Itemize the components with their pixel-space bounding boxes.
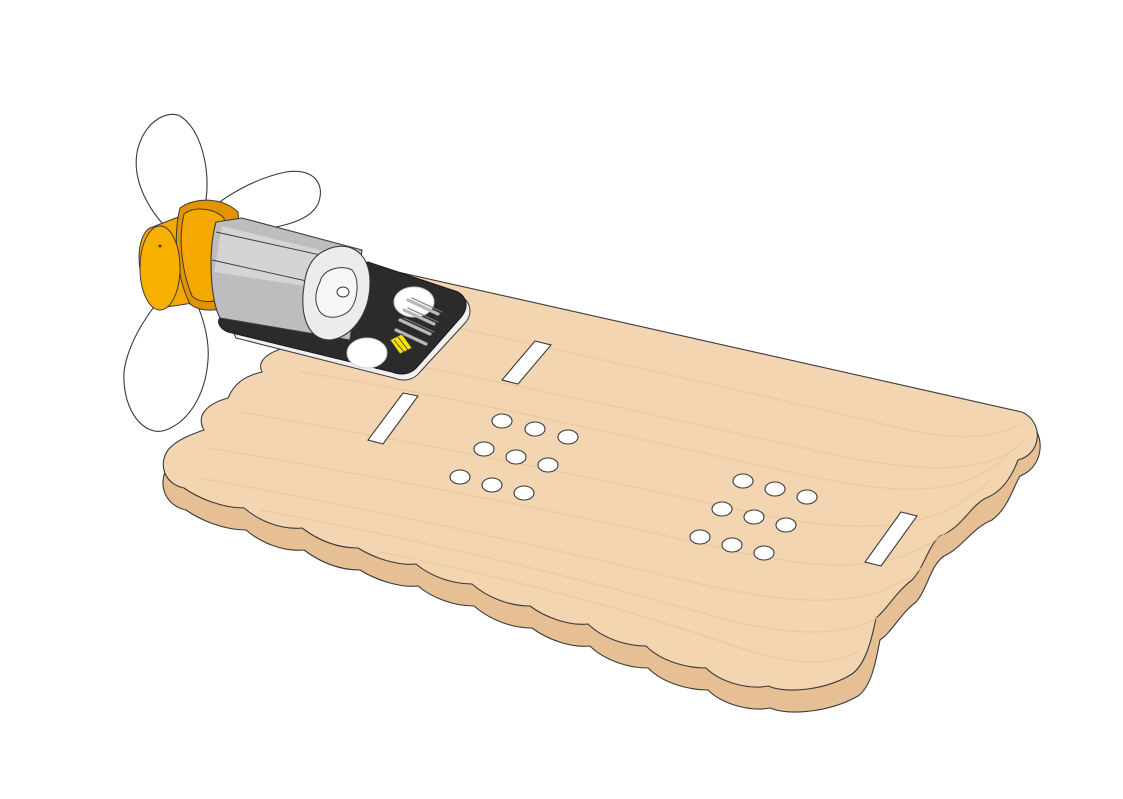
slot-left [367, 392, 419, 445]
connector-block [389, 333, 413, 355]
wooden-base-plate [162, 263, 1041, 713]
pcb-mount-hole-bottom [346, 337, 388, 369]
header-pins [394, 297, 443, 346]
hole-grid-right [689, 473, 818, 561]
wood-grain [199, 319, 1026, 663]
mounting-slots [367, 340, 918, 567]
hole-grid-left [449, 413, 579, 501]
slot-right [864, 511, 918, 567]
propeller-blade-bottom [123, 285, 209, 432]
slot-center [501, 340, 552, 385]
dc-motor [210, 217, 371, 341]
